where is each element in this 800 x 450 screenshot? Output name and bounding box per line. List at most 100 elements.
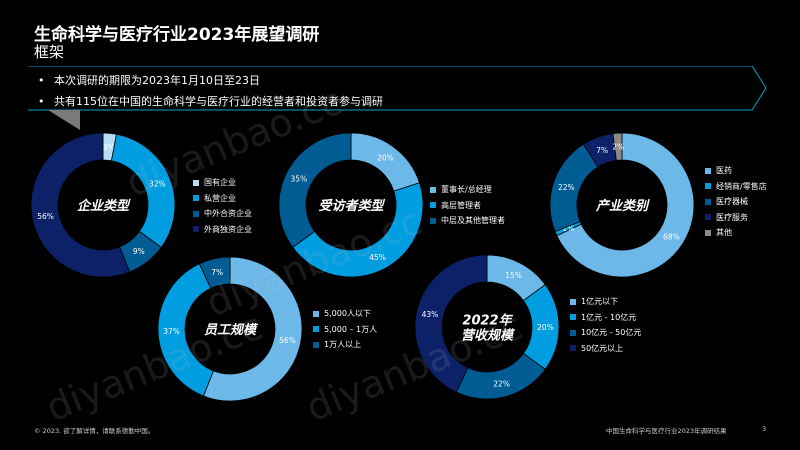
legend-swatch [570, 329, 576, 336]
bullet-item: • 本次调研的期限为2023年1月10日至23日 [38, 74, 260, 87]
legend-swatch [705, 183, 711, 190]
legend-entry: 5,000人以下 [313, 306, 377, 322]
slice-label: 3% [103, 143, 115, 152]
legend-entry: 其他 [705, 225, 767, 241]
slice-label: 56% [37, 212, 54, 221]
legend-swatch [705, 167, 711, 174]
footer-report-title: 中国生命科学与医疗行业2023年调研结果 [606, 427, 727, 435]
donut-chart-employee-size: 56% 37% 7% 员工规模 [157, 256, 303, 402]
page-title: 生命科学与医疗行业2023年展望调研 [34, 25, 320, 45]
legend-swatch [193, 226, 199, 233]
legend-swatch [193, 210, 199, 217]
page-subtitle: 框架 [34, 43, 65, 61]
slice-label: 35% [291, 174, 308, 183]
slice-label: 20% [537, 323, 554, 332]
legend-entry: 医药 [705, 163, 767, 179]
legend-label: 医疗器械 [716, 197, 748, 206]
slice-label: 20% [377, 154, 394, 163]
donut-slice [30, 132, 131, 278]
legend-label: 1万人以上 [324, 340, 362, 349]
slice-label: 43% [422, 310, 439, 319]
slice-label: 7% [596, 146, 608, 155]
legend-label: 外商独资企业 [204, 224, 252, 234]
slice-label: 1% [562, 224, 574, 233]
donut-slice [612, 132, 623, 161]
donut-slice [414, 254, 488, 393]
legend-entry: 医疗器械 [705, 194, 767, 210]
legend-swatch [430, 202, 436, 209]
legend-entry: 外商独资企业 [193, 222, 252, 238]
legend-label: 5,000人以下 [324, 309, 371, 318]
legend-swatch [705, 229, 711, 236]
legend-label: 高层管理者 [441, 200, 481, 210]
legend-entry: 经销商/零售店 [705, 179, 767, 195]
legend-entry: 董事长/总经理 [430, 182, 505, 198]
legend-swatch [570, 314, 576, 321]
legend-label: 国有企业 [204, 178, 236, 187]
donut-slice [278, 132, 352, 248]
legend-employee-size: 5,000人以下 5,000 – 1万人 1万人以上 [313, 306, 377, 353]
legend-label: 中层及其他管理者 [441, 216, 505, 225]
legend-label: 其他 [716, 228, 732, 237]
legend-entry: 10亿元 - 50亿元 [570, 325, 641, 341]
bullet-text: 本次调研的期限为2023年1月10日至23日 [54, 74, 260, 87]
legend-label: 医药 [716, 166, 732, 175]
legend-label: 经销商/零售店 [716, 181, 767, 191]
slice-label: 2% [612, 143, 624, 152]
slice-label: 15% [505, 271, 522, 280]
legend-swatch [430, 217, 436, 224]
bullet-text: 共有115位在中国的生命科学与医疗行业的经营者和投资者参与调研 [54, 95, 383, 108]
legend-industry: 医药经销商/零售店 医疗器械医疗服务其他 [705, 163, 767, 241]
donut-slice [292, 182, 424, 278]
slice-label: 45% [369, 253, 386, 262]
donut-center-title: 受访者类型 [318, 198, 385, 214]
legend-swatch [570, 298, 576, 305]
legend-entry: 5,000 – 1万人 [313, 322, 377, 338]
legend-label: 50亿元以上 [581, 343, 624, 353]
slice-label: 56% [279, 336, 296, 345]
donut-center-title: 营收规模 [461, 328, 516, 344]
legend-label: 董事长/总经理 [441, 185, 492, 194]
donut-slice [198, 256, 231, 289]
legend-label: 5,000 – 1万人 [324, 324, 378, 334]
legend-entry: 中外合资企业 [193, 206, 252, 222]
slice-label: 22% [558, 183, 575, 192]
slice-label: 22% [493, 380, 510, 389]
donut-chart-respondent-type: 20% 45% 35% 受访者类型 [278, 132, 424, 278]
legend-swatch [193, 179, 199, 186]
donut-chart-industry: 68% 1% 22% 7% 2% 产业类别 [549, 132, 695, 278]
page-number: 3 [762, 425, 767, 433]
legend-company-type: 国有企业私营企业中外合资企业外商独资企业 [193, 175, 252, 237]
donut-chart-revenue: 15% 20% 22% 43% 2022年 营收规模 [414, 254, 560, 400]
donut-center-title: 2022年 [462, 313, 513, 329]
donut-center-title: 员工规模 [204, 322, 259, 338]
donut-slice [202, 256, 303, 402]
slice-label: 7% [211, 268, 223, 277]
legend-swatch [193, 195, 199, 202]
legend-swatch [313, 341, 319, 348]
slice-label: 9% [133, 247, 145, 256]
legend-swatch [313, 310, 319, 317]
donut-slice [455, 352, 546, 400]
donut-chart-company-type: 3% 32% 9% 56% 企业类型 [30, 132, 176, 278]
info-banner [28, 66, 768, 130]
legend-entry: 医疗服务 [705, 210, 767, 226]
legend-entry: 私营企业 [193, 191, 252, 207]
legend-entry: 1亿元 - 10亿元 [570, 310, 641, 326]
legend-label: 私营企业 [204, 193, 236, 203]
slice-label: 68% [663, 232, 680, 241]
slice-label: 32% [149, 179, 166, 188]
legend-label: 10亿元 - 50亿元 [581, 328, 642, 337]
donut-slice [556, 132, 695, 278]
slice-label: 37% [163, 327, 180, 336]
legend-respondent-type: 董事长/总经理 高层管理者中层及其他管理者 [430, 182, 505, 229]
legend-entry: 高层管理者 [430, 198, 505, 214]
legend-swatch [705, 198, 711, 205]
legend-entry: 中层及其他管理者 [430, 213, 505, 229]
legend-entry: 1亿元以下 [570, 294, 641, 310]
footer-copyright: © 2023. 欲了解详情，请联系德勤中国。 [34, 427, 155, 435]
legend-entry: 50亿元以上 [570, 341, 641, 357]
legend-swatch [430, 186, 436, 193]
legend-swatch [705, 214, 711, 221]
legend-entry: 国有企业 [193, 175, 252, 191]
